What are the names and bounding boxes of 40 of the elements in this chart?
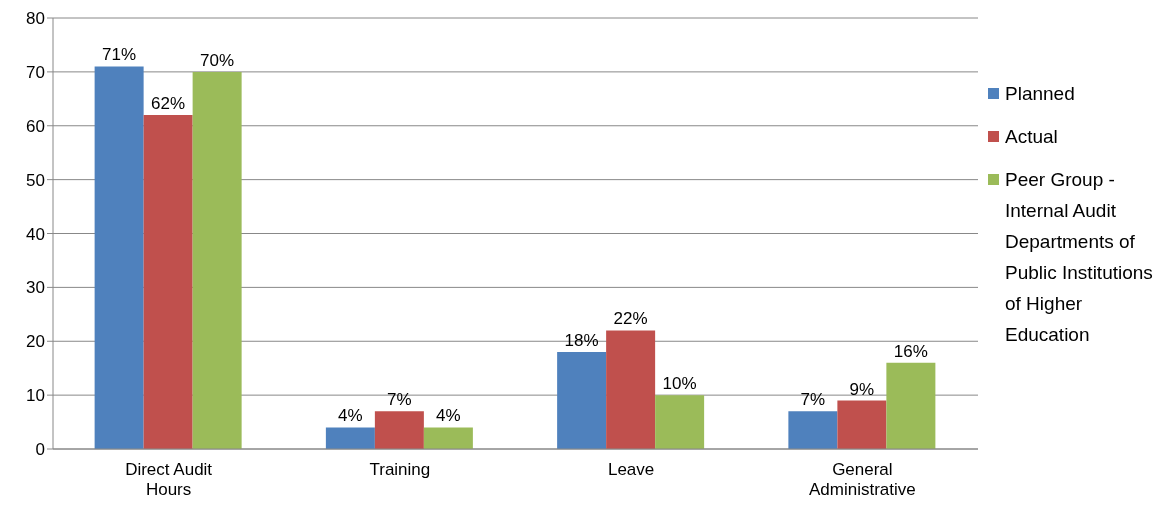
y-tick-label: 20 (26, 332, 45, 352)
bar (788, 411, 838, 449)
bar (606, 330, 656, 449)
legend-label: Actual (1005, 125, 1058, 149)
data-label: 4% (338, 406, 363, 426)
bar (423, 427, 473, 449)
data-label: 22% (613, 309, 648, 329)
y-tick-label: 10 (26, 386, 45, 406)
y-tick-label: 30 (26, 278, 45, 298)
x-tick-label: Leave (607, 460, 655, 479)
data-label: 7% (387, 390, 412, 410)
y-tick-label: 80 (26, 9, 45, 29)
bar (655, 395, 705, 449)
y-tick-label: 50 (26, 170, 45, 190)
data-label: 18% (564, 331, 599, 351)
bar (837, 400, 887, 449)
data-label: 70% (200, 50, 235, 70)
data-label: 10% (662, 374, 697, 394)
x-tick-label: Direct Audit Hours (125, 460, 213, 499)
bar (94, 66, 144, 449)
bar (557, 352, 607, 449)
legend-label: Planned (1005, 82, 1075, 106)
bar (325, 427, 375, 449)
y-tick-label: 0 (35, 440, 45, 460)
data-label: 16% (893, 341, 928, 361)
x-tick-label: General Administrative (808, 460, 916, 499)
y-tick-label: 70 (26, 62, 45, 82)
y-tick-label: 60 (26, 116, 45, 136)
data-label: 7% (800, 390, 826, 410)
data-label: 4% (436, 406, 461, 426)
bar (143, 114, 193, 449)
data-label: 62% (151, 93, 186, 113)
y-tick-label: 40 (26, 224, 45, 244)
bar (374, 411, 424, 449)
data-label: 71% (102, 45, 137, 65)
legend-label: Peer Group - Internal Audit Departments of Public Institutions of Higher Education (1005, 168, 1153, 347)
data-label: 9% (849, 379, 875, 399)
x-tick-label: Training (369, 460, 431, 479)
bar (192, 71, 242, 449)
bar (886, 362, 936, 449)
